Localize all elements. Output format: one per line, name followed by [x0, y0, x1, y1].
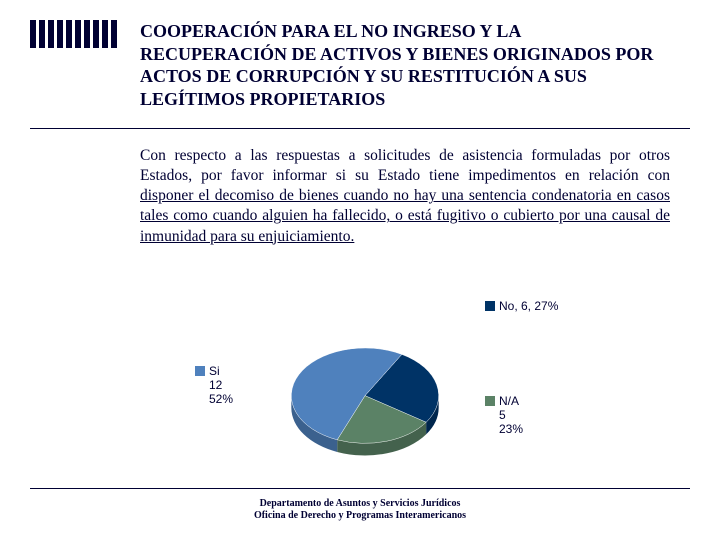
legend-label-si: Si 12 52%: [209, 365, 233, 406]
pie-chart: No, 6, 27% N/A 5 23% Si 12 52%: [140, 300, 670, 480]
divider-bottom: [30, 488, 690, 489]
legend-label-no: No, 6, 27%: [499, 300, 558, 314]
body-underlined: disponer el decomiso de bienes cuando no…: [140, 187, 670, 244]
page-title: COOPERACIÓN PARA EL NO INGRESO Y LA RECU…: [140, 20, 670, 110]
footer: Departamento de Asuntos y Servicios Jurí…: [0, 498, 720, 522]
footer-line-2: Oficina de Derecho y Programas Interamer…: [0, 510, 720, 522]
legend-na: N/A 5 23%: [485, 395, 523, 436]
legend-label-na: N/A 5 23%: [499, 395, 523, 436]
legend-swatch-no: [485, 301, 495, 311]
legend-no: No, 6, 27%: [485, 300, 558, 314]
body-text: Con respecto a las respuestas a solicitu…: [140, 146, 670, 247]
divider-top: [30, 128, 690, 129]
legend-swatch-si: [195, 366, 205, 376]
body-pre: Con respecto a las respuestas a solicitu…: [140, 147, 670, 184]
pie-graphic: [280, 335, 450, 465]
legend-swatch-na: [485, 396, 495, 406]
accent-bars: [30, 20, 117, 48]
footer-line-1: Departamento de Asuntos y Servicios Jurí…: [0, 498, 720, 510]
legend-si: Si 12 52%: [195, 365, 233, 406]
